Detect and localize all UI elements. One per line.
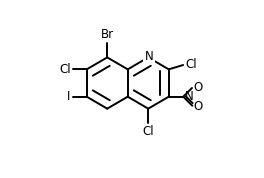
Text: Cl: Cl xyxy=(185,58,197,71)
Text: Cl: Cl xyxy=(142,125,154,138)
Text: N: N xyxy=(185,90,194,103)
Text: Cl: Cl xyxy=(59,63,71,76)
Text: Br: Br xyxy=(101,28,114,41)
Text: O: O xyxy=(194,100,203,113)
Text: N: N xyxy=(145,50,153,63)
Text: O: O xyxy=(193,81,202,94)
Text: I: I xyxy=(67,90,71,103)
